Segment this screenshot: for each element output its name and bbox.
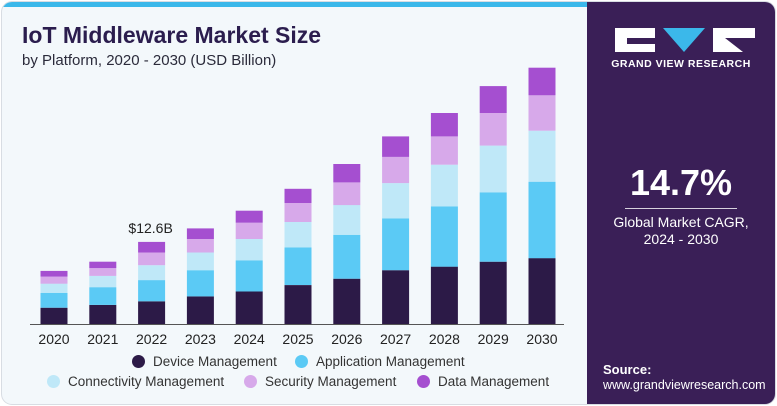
- cagr-label: Global Market CAGR, 2024 - 2030: [587, 214, 775, 248]
- legend-item-application-management: Application Management: [295, 354, 465, 369]
- bar-segment-security-management-2024: [235, 222, 263, 239]
- bar-segment-data-management-2030: [528, 67, 556, 96]
- brand-name: GRAND VIEW RESEARCH: [611, 58, 751, 70]
- x-tick-label-2021: 2021: [87, 331, 118, 347]
- bar-segment-application-management-2025: [284, 247, 312, 285]
- bar-segment-data-management-2028: [430, 113, 458, 137]
- legend-swatch: [132, 355, 145, 368]
- x-tick-label-2029: 2029: [478, 331, 509, 347]
- bar-segment-security-management-2028: [430, 136, 458, 165]
- bar-segment-connectivity-management-2026: [333, 205, 361, 235]
- bar-segment-device-management-2023: [186, 296, 214, 324]
- bar-segment-security-management-2027: [382, 156, 410, 184]
- bar-segment-connectivity-management-2020: [40, 283, 68, 293]
- bar-segment-device-management-2026: [333, 278, 361, 324]
- divider: [625, 208, 737, 209]
- bar-segment-connectivity-management-2024: [235, 239, 263, 261]
- cagr-label-line1: Global Market CAGR,: [613, 214, 749, 230]
- bar-segment-device-management-2024: [235, 291, 263, 324]
- bar-segment-data-management-2022: [138, 241, 166, 253]
- bar-segment-device-management-2028: [430, 266, 458, 324]
- side-panel: GRAND VIEW RESEARCH 14.7% Global Market …: [587, 2, 775, 404]
- legend-label: Data Management: [438, 374, 550, 389]
- bar-segment-data-management-2024: [235, 210, 263, 223]
- bar-segment-data-management-2026: [333, 164, 361, 183]
- bar-segment-application-management-2027: [382, 218, 410, 271]
- bar-segment-connectivity-management-2021: [89, 275, 117, 288]
- legend-label: Application Management: [316, 354, 465, 369]
- bar-segment-data-management-2027: [382, 136, 410, 157]
- chart-subtitle: by Platform, 2020 - 2030 (USD Billion): [22, 52, 277, 69]
- x-tick-label-2030: 2030: [526, 331, 557, 347]
- legend-label: Security Management: [265, 374, 397, 389]
- bar-segment-application-management-2028: [430, 206, 458, 267]
- bar-segment-data-management-2020: [40, 270, 68, 277]
- legend-label: Device Management: [153, 354, 277, 369]
- bar-segment-application-management-2020: [40, 292, 68, 308]
- bar-segment-application-management-2021: [89, 287, 117, 305]
- bar-segment-connectivity-management-2030: [528, 130, 556, 182]
- bar-segment-security-management-2021: [89, 268, 117, 276]
- bar-segment-security-management-2030: [528, 95, 556, 131]
- bar-segment-data-management-2029: [479, 86, 507, 113]
- bar-segment-device-management-2021: [89, 304, 117, 324]
- cagr-label-line2: 2024 - 2030: [643, 231, 719, 247]
- bar-segment-security-management-2020: [40, 276, 68, 284]
- bar-segment-data-management-2021: [89, 261, 117, 269]
- x-tick-label-2026: 2026: [331, 331, 362, 347]
- bar-segment-application-management-2024: [235, 260, 263, 292]
- bar-segment-connectivity-management-2029: [479, 145, 507, 193]
- x-tick-label-2023: 2023: [185, 331, 216, 347]
- bar-segment-application-management-2029: [479, 192, 507, 262]
- bar-segment-application-management-2026: [333, 234, 361, 279]
- legend-swatch: [244, 375, 257, 388]
- legend-item-security-management: Security Management: [244, 374, 396, 389]
- stacked-bar-chart: 2020 2021 $12.6B 2022 2023 2024 2025 2026 2027 20…: [30, 67, 564, 347]
- bar-segment-application-management-2030: [528, 181, 556, 259]
- x-tick-label-2020: 2020: [38, 331, 69, 347]
- x-tick-label-2028: 2028: [429, 331, 460, 347]
- bar-segment-connectivity-management-2027: [382, 183, 410, 219]
- bar-segment-application-management-2022: [138, 280, 166, 302]
- x-tick-label-2025: 2025: [282, 331, 313, 347]
- bar-segment-device-management-2029: [479, 261, 507, 324]
- bar-segment-data-management-2023: [186, 228, 214, 239]
- bar-segment-security-management-2025: [284, 202, 312, 222]
- legend-swatch: [417, 375, 430, 388]
- legend-item-device-management: Device Management: [132, 354, 277, 369]
- source-heading: Source:: [603, 362, 652, 377]
- bar-segment-connectivity-management-2022: [138, 265, 166, 281]
- bar-segment-device-management-2020: [40, 307, 68, 324]
- bar-segment-application-management-2023: [186, 270, 214, 297]
- bar-segment-data-management-2025: [284, 188, 312, 203]
- bar-segment-security-management-2022: [138, 252, 166, 266]
- legend-swatch: [47, 375, 60, 388]
- x-tick-label-2022: 2022: [136, 331, 167, 347]
- source-link[interactable]: www.grandviewresearch.com: [603, 378, 766, 392]
- bar-segment-security-management-2023: [186, 239, 214, 253]
- bar-segment-security-management-2026: [333, 182, 361, 206]
- bar-segment-device-management-2030: [528, 258, 556, 324]
- data-label-2022: $12.6B: [128, 220, 172, 236]
- accent-bar: [2, 2, 587, 7]
- bar-segment-connectivity-management-2023: [186, 252, 214, 271]
- bar-segment-device-management-2022: [138, 301, 166, 324]
- x-tick-label-2027: 2027: [380, 331, 411, 347]
- cagr-value: 14.7%: [629, 162, 733, 203]
- legend-label: Connectivity Management: [68, 374, 225, 389]
- x-tick-label-2024: 2024: [234, 331, 265, 347]
- bar-segment-device-management-2027: [382, 270, 410, 324]
- chart-title: IoT Middleware Market Size: [22, 22, 322, 48]
- bar-segment-device-management-2025: [284, 285, 312, 324]
- bar-segment-connectivity-management-2025: [284, 222, 312, 248]
- bar-segment-security-management-2029: [479, 113, 507, 146]
- legend-swatch: [295, 355, 308, 368]
- legend-item-connectivity-management: Connectivity Management: [47, 374, 224, 389]
- gvr-logo-icon: [615, 28, 755, 52]
- bar-segment-connectivity-management-2028: [430, 164, 458, 207]
- legend-item-data-management: Data Management: [417, 374, 549, 389]
